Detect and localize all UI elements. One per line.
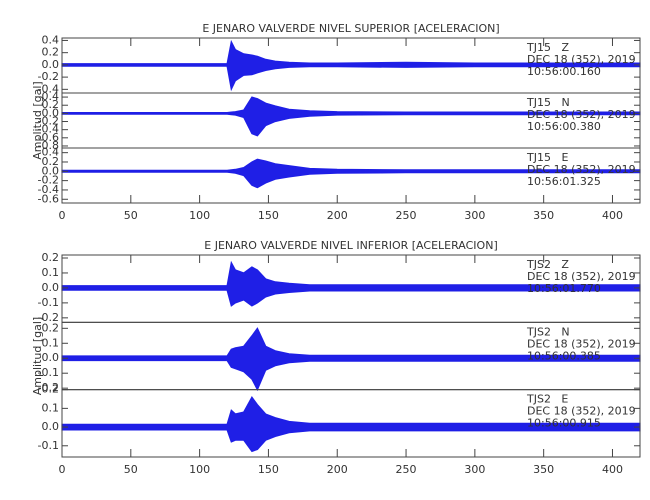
chart-title: E JENARO VALVERDE NIVEL INFERIOR [ACELER… — [204, 239, 497, 252]
x-tick-label: 300 — [464, 209, 485, 222]
y-tick-label: -0.6 — [38, 131, 59, 144]
x-tick-label: 100 — [189, 463, 210, 476]
date-label: DEC 18 (352), 2019 — [527, 270, 636, 283]
time-label: 10:56:01.770 — [527, 282, 601, 295]
y-tick-label: -0.2 — [38, 115, 59, 128]
y-tick-label: 0.2 — [42, 321, 60, 334]
date-label: DEC 18 (352), 2019 — [527, 108, 636, 121]
time-label: 10:56:00.380 — [527, 120, 601, 133]
date-label: DEC 18 (352), 2019 — [527, 337, 636, 350]
station-label: TJ15 Z — [526, 41, 569, 54]
y-tick-label: 0.1 — [42, 401, 60, 414]
x-tick-label: 350 — [533, 209, 554, 222]
x-tick-label: 250 — [396, 209, 417, 222]
x-tick-label: 350 — [533, 463, 554, 476]
y-tick-label: 0.2 — [42, 98, 60, 111]
y-tick-label: -0.2 — [38, 381, 59, 394]
y-tick-label: -0.1 — [38, 296, 59, 309]
panel-frame — [61, 389, 641, 458]
y-tick-label: -0.2 — [38, 311, 59, 324]
x-tick-label: 250 — [396, 463, 417, 476]
x-tick-label: 200 — [327, 209, 348, 222]
y-tick-label: 0.4 — [42, 90, 60, 103]
y-tick-label: 0.1 — [42, 266, 60, 279]
date-label: DEC 18 (352), 2019 — [527, 163, 636, 176]
y-tick-label: 0.0 — [42, 351, 60, 364]
y-axis-label: Amplitud [gal] — [31, 81, 44, 159]
x-tick-label: 100 — [189, 209, 210, 222]
date-label: DEC 18 (352), 2019 — [527, 53, 636, 66]
x-tick-label: 150 — [258, 209, 279, 222]
y-tick-label: -0.8 — [38, 139, 59, 152]
x-tick-label: 50 — [124, 209, 138, 222]
y-tick-label: -0.4 — [38, 123, 59, 136]
date-label: DEC 18 (352), 2019 — [527, 405, 636, 418]
y-tick-label: -0.2 — [38, 174, 59, 187]
y-tick-label: 0.0 — [42, 281, 60, 294]
station-label: TJ15 N — [526, 96, 570, 109]
y-tick-label: -0.1 — [38, 439, 59, 452]
x-tick-label: 50 — [124, 463, 138, 476]
station-label: TJS2 N — [526, 325, 570, 338]
time-label: 10:56:00.160 — [527, 65, 601, 78]
y-tick-label: -0.4 — [38, 82, 59, 95]
x-tick-label: 200 — [327, 463, 348, 476]
y-tick-label: 0.0 — [42, 164, 60, 177]
y-tick-label: 0.0 — [42, 58, 60, 71]
y-tick-label: 0.0 — [42, 420, 60, 433]
y-tick-label: -0.2 — [38, 70, 59, 83]
y-tick-label: 0.2 — [42, 383, 60, 396]
y-tick-label: -0.6 — [38, 192, 59, 205]
x-tick-label: 400 — [602, 463, 623, 476]
time-label: 10:56:00.915 — [527, 417, 601, 430]
panel-frame — [61, 147, 641, 204]
y-tick-label: 0.4 — [42, 33, 60, 46]
y-tick-label: 0.1 — [42, 336, 60, 349]
y-tick-label: -0.1 — [38, 366, 59, 379]
y-tick-label: -0.4 — [38, 183, 59, 196]
y-axis-label: Amplitud [gal] — [31, 317, 44, 395]
station-label: TJS2 Z — [526, 258, 569, 271]
x-tick-label: 0 — [59, 463, 66, 476]
x-tick-label: 150 — [258, 463, 279, 476]
station-label: TJS2 E — [526, 393, 568, 406]
x-tick-label: 300 — [464, 463, 485, 476]
y-tick-label: 0.4 — [42, 146, 60, 159]
y-tick-label: 0.2 — [42, 46, 60, 59]
chart-title: E JENARO VALVERDE NIVEL SUPERIOR [ACELER… — [202, 22, 499, 35]
time-label: 10:56:00.385 — [527, 349, 601, 362]
time-label: 10:56:01.325 — [527, 175, 601, 188]
x-tick-label: 400 — [602, 209, 623, 222]
y-tick-label: 0.0 — [42, 106, 60, 119]
y-tick-label: 0.2 — [42, 251, 60, 264]
station-label: TJ15 E — [526, 151, 568, 164]
x-tick-label: 0 — [59, 209, 66, 222]
y-tick-label: 0.2 — [42, 155, 60, 168]
